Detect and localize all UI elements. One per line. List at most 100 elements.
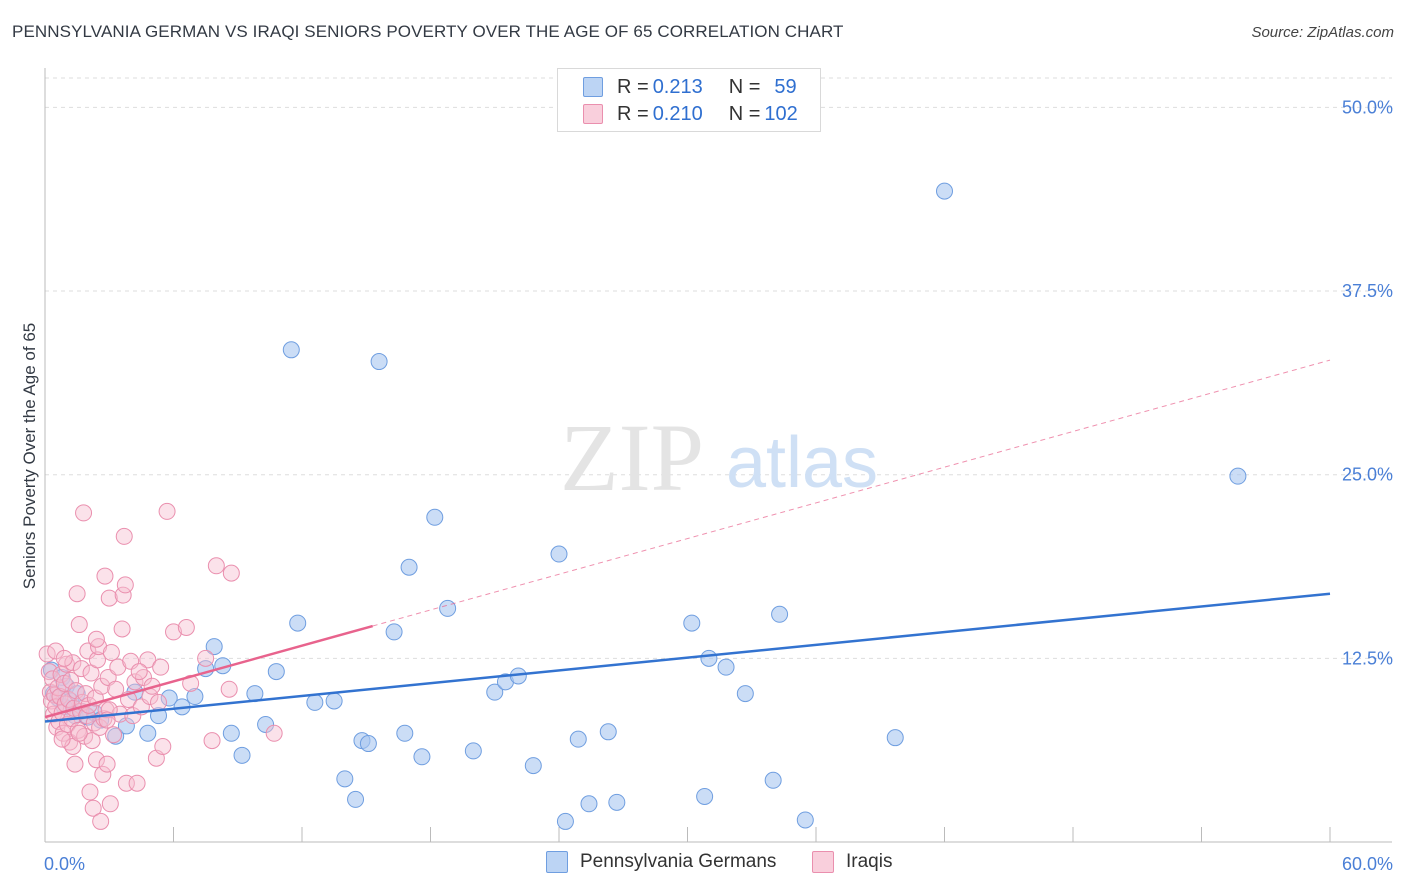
point-iraqis-67 [116,576,134,594]
legend-r-label: R = [617,102,649,125]
point-iraqis-73 [128,774,146,792]
point-iraqis-81 [154,738,172,755]
series-pennsylvania-germans [42,182,1247,830]
point-iraqis-33 [75,504,93,522]
point-pennsylvania-germans-34 [347,790,365,808]
legend-swatch-blue [583,77,603,97]
point-pennsylvania-germans-40 [400,558,418,576]
point-pennsylvania-germans-39 [396,724,414,742]
point-iraqis-46 [88,651,106,669]
series-legend: Pennsylvania Germans Iraqis [0,851,1406,877]
legend-swatch-pink [812,851,834,873]
legend-row-pink: R = 0.210 N = 102 [583,102,798,126]
watermark-zip: ZIP [560,404,704,511]
legend-r-label: R = [617,75,649,98]
point-pennsylvania-germans-44 [464,742,482,760]
point-iraqis-65 [114,586,132,604]
point-iraqis-51 [94,765,112,783]
chart-title: PENNSYLVANIA GERMAN VS IRAQI SENIORS POV… [12,22,844,41]
point-iraqis-59 [102,643,120,661]
point-iraqis-43 [85,714,103,732]
point-iraqis-84 [177,618,195,636]
point-pennsylvania-germans-33 [336,770,354,788]
point-pennsylvania-germans-63 [886,729,904,747]
point-iraqis-60 [105,726,123,744]
point-iraqis-100 [150,693,168,711]
point-pennsylvania-germans-24 [222,724,240,742]
point-iraqis-101 [182,674,200,692]
point-iraqis-55 [98,755,116,773]
point-iraqis-72 [126,673,144,691]
point-pennsylvania-germans-41 [413,748,431,766]
point-pennsylvania-germans-49 [550,545,568,563]
legend-r-value: 0.213 [652,75,703,98]
y-tick-label-1: 25.0% [1342,465,1393,485]
point-pennsylvania-germans-20 [186,688,204,706]
legend-n-label: N = [728,102,761,125]
point-pennsylvania-germans-28 [267,663,285,681]
legend-swatch-pink [583,104,603,124]
point-iraqis-66 [115,527,133,545]
point-iraqis-85 [197,649,215,667]
legend-label-iraqis: Iraqis [846,851,893,872]
point-iraqis-42 [84,799,102,817]
point-pennsylvania-germans-25 [233,746,251,764]
legend-item-pennsylvania-germans: Pennsylvania Germans [546,851,776,873]
point-iraqis-96 [70,724,88,742]
point-iraqis-92 [55,649,73,667]
point-pennsylvania-germans-55 [683,614,701,632]
point-iraqis-88 [220,680,238,698]
point-iraqis-86 [203,732,221,750]
point-pennsylvania-germans-43 [439,599,457,617]
point-pennsylvania-germans-27 [257,715,275,733]
point-pennsylvania-germans-38 [385,623,403,641]
point-iraqis-12 [52,666,70,684]
trend-extension-iraqis [372,359,1331,627]
point-iraqis-29 [70,616,88,634]
point-pennsylvania-germans-62 [796,811,814,829]
trend-lines [44,359,1331,723]
point-iraqis-90 [265,724,283,742]
series-iraqis [38,502,283,830]
watermark-atlas: atlas [726,423,878,503]
point-iraqis-87 [207,557,225,575]
point-iraqis-25 [66,755,84,773]
legend-row-blue: R = 0.213 N = 59 [583,75,797,99]
point-pennsylvania-germans-42 [426,508,444,526]
y-tick-label-3: 50.0% [1342,97,1393,117]
point-iraqis-99 [130,663,148,681]
point-pennsylvania-germans-22 [205,638,223,656]
legend-n-value: 102 [764,102,798,125]
legend-swatch-blue [546,851,568,873]
point-iraqis-57 [100,589,118,607]
point-iraqis-82 [158,502,176,520]
axes [44,68,1392,843]
legend-item-iraqis: Iraqis [812,851,892,873]
point-iraqis-27 [68,585,86,603]
point-pennsylvania-germans-56 [696,787,714,805]
point-pennsylvania-germans-51 [569,730,587,748]
point-pennsylvania-germans-60 [771,605,789,623]
point-pennsylvania-germans-53 [599,723,617,741]
point-pennsylvania-germans-58 [717,658,735,676]
trend-line-pennsylvania-germans [44,592,1331,723]
point-pennsylvania-germans-36 [359,735,377,753]
point-iraqis-23 [64,654,82,672]
point-iraqis-80 [152,658,170,676]
point-iraqis-45 [87,751,105,769]
point-pennsylvania-germans-30 [289,614,307,632]
y-tick-label-0: 12.5% [1342,648,1393,668]
grid-lines [45,77,1392,659]
point-iraqis-53 [96,567,114,585]
tick-labels: 12.5% 25.0% 37.5% 50.0% 0.0% 60.0% [44,97,1393,874]
correlation-legend: R = 0.213 N = 59 R = 0.210 N = 102 [557,68,821,132]
trend-line-iraqis [44,624,374,719]
x-tick-label-1: 60.0% [1342,854,1393,874]
point-pennsylvania-germans-48 [524,757,542,775]
point-iraqis-37 [79,642,97,660]
legend-label-pennsylvania-germans: Pennsylvania Germans [580,851,777,872]
point-pennsylvania-germans-37 [370,353,388,371]
point-pennsylvania-germans-50 [556,812,574,830]
point-iraqis-89 [222,564,240,582]
